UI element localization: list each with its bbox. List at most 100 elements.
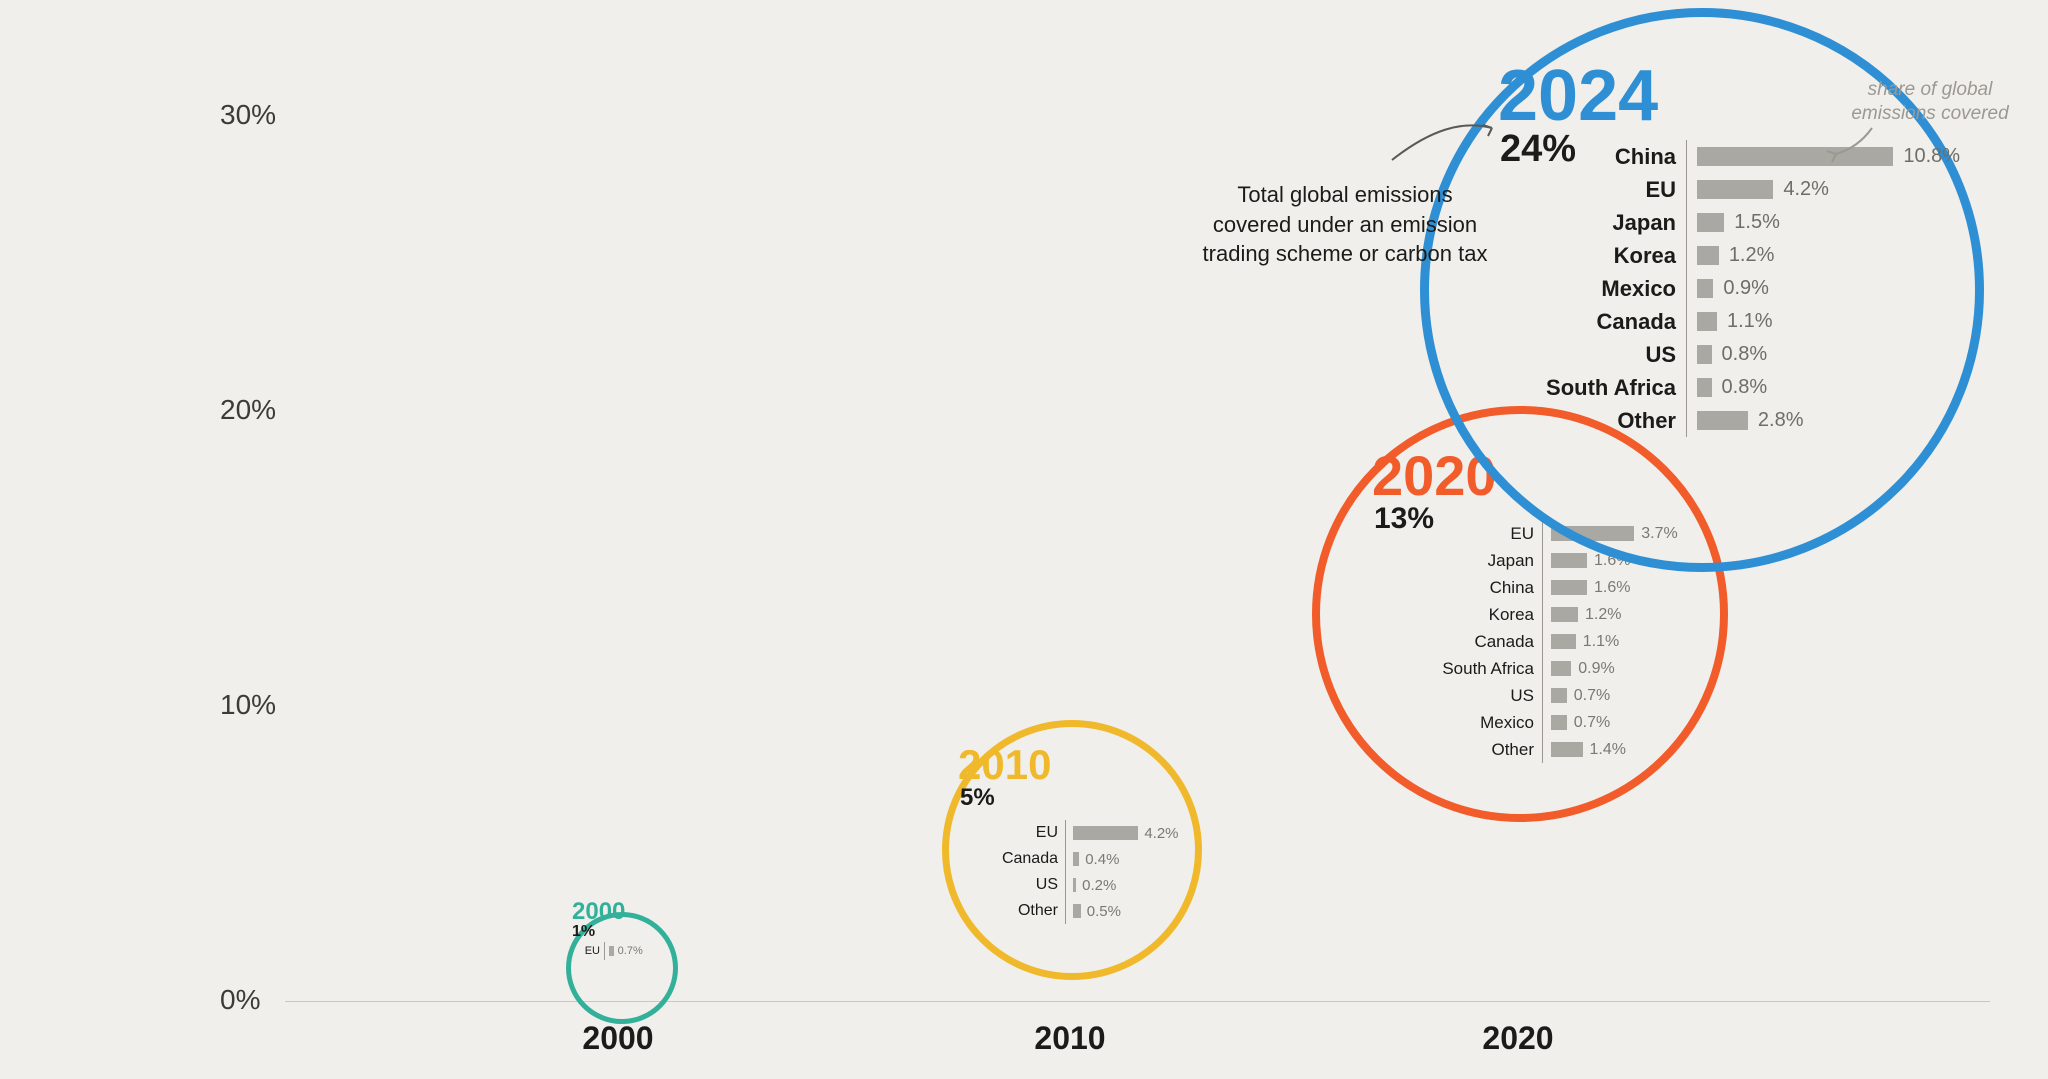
row-value: 10.8% [1903, 145, 1960, 168]
x-axis-line [285, 1001, 1990, 1002]
x-tick-2010: 2010 [1034, 1020, 1105, 1057]
row-bar-cell: 1.2% [1551, 601, 1621, 628]
row-separator [1686, 239, 1687, 272]
y-tick-20: 20% [220, 394, 276, 426]
row-bar [1697, 213, 1724, 231]
row-label: Canada [1406, 632, 1534, 652]
table-row: US0.8% [1508, 338, 1960, 371]
row-bar-cell: 0.7% [609, 942, 643, 960]
row-bar [1697, 147, 1893, 165]
row-bar-cell: 1.1% [1551, 628, 1619, 655]
x-tick-2020: 2020 [1482, 1020, 1553, 1057]
row-bar-cell: 0.7% [1551, 709, 1610, 736]
row-value: 1.5% [1734, 211, 1780, 234]
table-row: Other0.5% [974, 898, 1179, 924]
bubble-2000-year: 2000 [572, 900, 625, 924]
row-bar-cell: 10.8% [1697, 140, 1960, 173]
row-bar [1551, 553, 1587, 568]
table-row: South Africa 0.8% [1508, 371, 1960, 404]
row-value: 1.1% [1583, 633, 1619, 651]
row-bar [1551, 634, 1576, 649]
row-bar-cell: 1.6% [1551, 574, 1630, 601]
row-separator [1542, 709, 1543, 736]
row-label: EU [578, 945, 600, 957]
row-bar-cell: 0.9% [1697, 272, 1769, 305]
table-row: South Africa 0.9% [1406, 655, 1678, 682]
row-value: 1.6% [1594, 579, 1630, 597]
row-label: China [1508, 144, 1676, 170]
table-row: China1.6% [1406, 574, 1678, 601]
table-row: EU 0.7% [578, 942, 643, 960]
row-value: 0.9% [1578, 660, 1614, 678]
row-bar-cell: 0.7% [1551, 682, 1610, 709]
row-value: 0.4% [1085, 851, 1119, 868]
table-row: EU 4.2% [974, 820, 1179, 846]
bubble-2010-table: EU 4.2% Canada 0.4% US 0.2%Other0.5% [974, 820, 1179, 924]
row-separator [1542, 601, 1543, 628]
row-bar-cell: 0.8% [1697, 371, 1767, 404]
row-bar-cell: 0.2% [1073, 872, 1116, 898]
bubble-2000-table: EU 0.7% [578, 942, 643, 960]
table-row: Canada 1.1% [1406, 628, 1678, 655]
row-value: 2.8% [1758, 409, 1804, 432]
row-separator [1542, 736, 1543, 763]
row-bar [1551, 607, 1578, 622]
row-label: Mexico [1508, 276, 1676, 302]
row-label: Japan [1508, 210, 1676, 236]
row-value: 1.4% [1590, 741, 1626, 759]
table-row: Other2.8% [1508, 404, 1960, 437]
row-value: 0.8% [1722, 343, 1768, 366]
table-row: Mexico 0.7% [1406, 709, 1678, 736]
row-bar [1697, 378, 1712, 396]
row-label: Korea [1406, 605, 1534, 625]
row-value: 0.7% [618, 945, 643, 957]
row-value: 1.2% [1585, 606, 1621, 624]
row-label: Canada [974, 850, 1058, 868]
row-bar-cell: 0.8% [1697, 338, 1767, 371]
row-label: EU [1508, 177, 1676, 203]
row-bar-cell: 0.4% [1073, 846, 1119, 872]
row-separator [1542, 547, 1543, 574]
y-tick-10: 10% [220, 689, 276, 721]
table-row: Other1.4% [1406, 736, 1678, 763]
row-label: Mexico [1406, 713, 1534, 733]
row-bar [1697, 345, 1712, 363]
row-separator [1686, 206, 1687, 239]
row-value: 0.7% [1574, 687, 1610, 705]
row-bar [1697, 411, 1748, 429]
row-separator [1065, 872, 1066, 898]
row-bar [1551, 742, 1583, 757]
row-value: 4.2% [1144, 825, 1178, 842]
row-bar-cell: 2.8% [1697, 404, 1804, 437]
row-bar-cell: 4.2% [1073, 820, 1179, 846]
row-label: US [974, 876, 1058, 894]
row-separator [1542, 574, 1543, 601]
row-label: EU [1406, 524, 1534, 544]
row-label: South Africa [1406, 659, 1534, 679]
row-bar-cell: 1.2% [1697, 239, 1774, 272]
row-label: Japan [1406, 551, 1534, 571]
row-separator [1686, 272, 1687, 305]
row-bar [1551, 661, 1571, 676]
bubble-2010-pct: 5% [960, 786, 995, 810]
row-label: South Africa [1508, 375, 1676, 401]
row-label: EU [974, 824, 1058, 842]
row-value: 0.7% [1574, 714, 1610, 732]
row-bar [609, 946, 614, 956]
row-separator [1686, 305, 1687, 338]
row-label: Korea [1508, 243, 1676, 269]
row-value: 4.2% [1783, 178, 1829, 201]
row-bar [1073, 852, 1079, 866]
row-bar [1073, 904, 1081, 918]
row-value: 1.2% [1729, 244, 1775, 267]
row-bar [1073, 878, 1076, 892]
row-separator [1686, 173, 1687, 206]
row-value: 0.8% [1722, 376, 1768, 399]
row-bar [1551, 580, 1587, 595]
bubble-2024-year: 2024 [1498, 60, 1658, 132]
row-value: 0.9% [1723, 277, 1769, 300]
chart-canvas: 0% 10% 20% 30% 2000 2010 2020 2000 1% EU… [0, 0, 2048, 1079]
table-row: US 0.2% [974, 872, 1179, 898]
row-bar-cell: 4.2% [1697, 173, 1829, 206]
table-row: Canada 0.4% [974, 846, 1179, 872]
